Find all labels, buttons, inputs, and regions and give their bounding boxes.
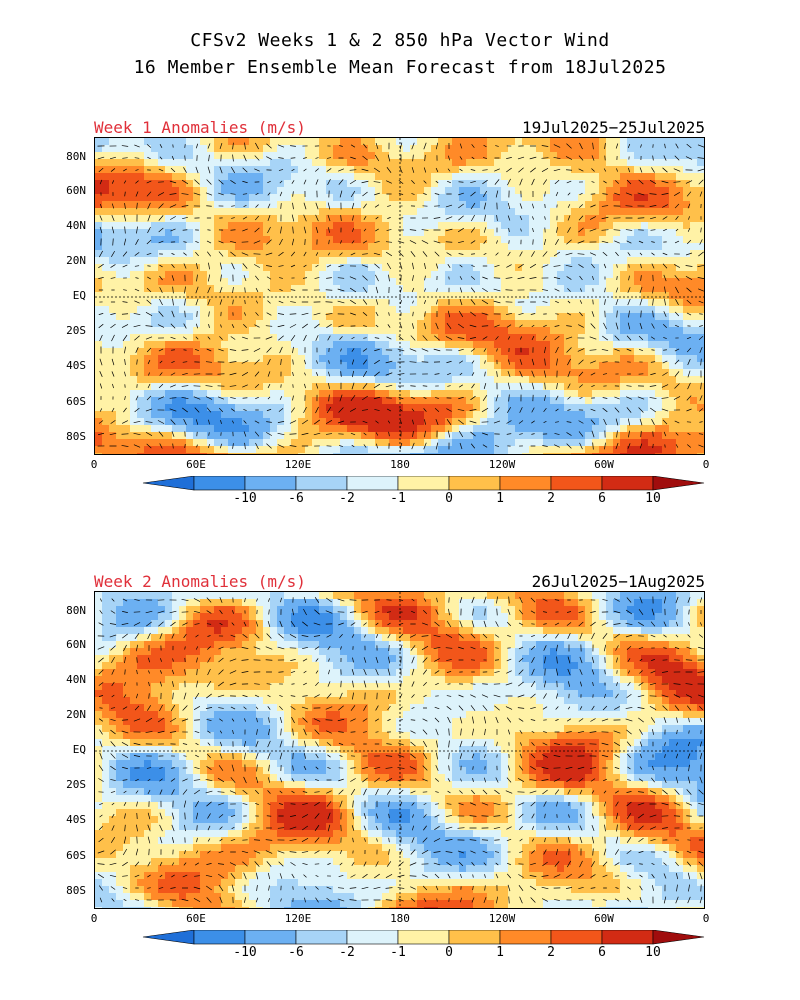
panel2-map — [94, 591, 705, 909]
panel1-colorbar-label: -10 — [233, 491, 257, 506]
panel1-colorbar-label: -2 — [339, 491, 355, 506]
panel1-lat-label: EQ — [72, 289, 86, 302]
panel1-colorbar-bin — [193, 476, 246, 491]
panel1-dates: 19Jul2025−25Jul2025 — [521, 118, 705, 137]
panel1-label: Week 1 Anomalies (m/s) — [94, 118, 306, 137]
panel1-colorbar-left-arrow — [142, 476, 195, 491]
panel1-colorbar-right-arrow — [652, 476, 705, 491]
panel2-colorbar-bin — [499, 930, 552, 945]
panel2-lon-label: 60W — [594, 912, 614, 925]
panel1-colorbar-label: 1 — [496, 491, 504, 506]
panel1-colorbar-bin — [295, 476, 348, 491]
panel1-colorbar — [142, 476, 705, 491]
panel2-lat-label: 80N — [66, 604, 86, 617]
panel2-lon-label: 60E — [186, 912, 206, 925]
panel1-colorbar-bin — [397, 476, 450, 491]
panel2-lat-label: 80S — [66, 884, 86, 897]
panel1-colorbar-label: -6 — [288, 491, 304, 506]
panel1-lat-label: 40N — [66, 219, 86, 232]
panel2-lat-label: 20S — [66, 778, 86, 791]
panel1-lon-label: 0 — [90, 458, 98, 471]
panel2-lat-label: 40N — [66, 673, 86, 686]
panel1-lon-label: 60W — [594, 458, 614, 471]
panel2-lat-label: 40S — [66, 813, 86, 826]
panel1-colorbar-bin — [550, 476, 603, 491]
panel1-anomaly-field — [95, 138, 704, 454]
panel2-colorbar-label: -1 — [390, 945, 406, 960]
panel1-lon-label: 0 — [702, 458, 710, 471]
panel1-lat-label: 80S — [66, 430, 86, 443]
panel2-lon-label: 120W — [488, 912, 516, 925]
panel1-lat-label: 60S — [66, 395, 86, 408]
panel2-lat-label: 20N — [66, 708, 86, 721]
panel2-wind-vectors — [97, 596, 704, 904]
panel2-lon-label: 0 — [702, 912, 710, 925]
panel2-lon-label: 120E — [284, 912, 312, 925]
panel1-wind-vectors — [97, 142, 704, 450]
panel2-lon-label: 180 — [390, 912, 410, 925]
figure-title-line-2: 16 Member Ensemble Mean Forecast from 18… — [133, 57, 667, 78]
panel2-colorbar-label: 0 — [445, 945, 453, 960]
panel2-colorbar-label: 1 — [496, 945, 504, 960]
panel1-lat-label: 80N — [66, 150, 86, 163]
panel2-colorbar-bin — [601, 930, 654, 945]
panel2-colorbar-bin — [397, 930, 450, 945]
panel1-colorbar-label: 10 — [645, 491, 661, 506]
panel2-colorbar-label: 6 — [598, 945, 606, 960]
panel1-colorbar-bin — [346, 476, 399, 491]
panel1-colorbar-bin — [448, 476, 501, 491]
panel1-lat-label: 60N — [66, 184, 86, 197]
panel2-anomaly-field — [95, 592, 704, 908]
panel2-colorbar-bin — [244, 930, 297, 945]
panel1-lon-label: 120W — [488, 458, 516, 471]
panel1-lon-label: 60E — [186, 458, 206, 471]
panel1-lon-label: 120E — [284, 458, 312, 471]
figure-title-line-1: CFSv2 Weeks 1 & 2 850 hPa Vector Wind — [190, 30, 610, 51]
panel1-colorbar-bin — [244, 476, 297, 491]
panel2-lat-label: 60N — [66, 638, 86, 651]
panel2-colorbar-bin — [193, 930, 246, 945]
panel2-colorbar — [142, 930, 705, 945]
panel2-colorbar-right-arrow — [652, 930, 705, 945]
panel1-colorbar-label: -1 — [390, 491, 406, 506]
panel1-lat-label: 40S — [66, 359, 86, 372]
panel1-lat-label: 20N — [66, 254, 86, 267]
panel2-colorbar-left-arrow — [142, 930, 195, 945]
panel1-colorbar-label: 0 — [445, 491, 453, 506]
panel2-lat-label: EQ — [72, 743, 86, 756]
panel1-colorbar-label: 2 — [547, 491, 555, 506]
panel2-colorbar-label: -6 — [288, 945, 304, 960]
panel2-colorbar-label: -10 — [233, 945, 257, 960]
panel2-colorbar-bin — [550, 930, 603, 945]
panel2-lon-label: 0 — [90, 912, 98, 925]
panel2-dates: 26Jul2025−1Aug2025 — [531, 572, 705, 591]
panel1-map — [94, 137, 705, 455]
panel2-colorbar-label: 10 — [645, 945, 661, 960]
panel2-label: Week 2 Anomalies (m/s) — [94, 572, 306, 591]
panel2-colorbar-bin — [346, 930, 399, 945]
panel1-colorbar-bin — [601, 476, 654, 491]
panel1-lon-label: 180 — [390, 458, 410, 471]
panel2-lat-label: 60S — [66, 849, 86, 862]
panel2-colorbar-label: -2 — [339, 945, 355, 960]
panel1-colorbar-bin — [499, 476, 552, 491]
panel2-colorbar-bin — [295, 930, 348, 945]
panel1-lat-label: 20S — [66, 324, 86, 337]
panel1-colorbar-label: 6 — [598, 491, 606, 506]
panel2-colorbar-label: 2 — [547, 945, 555, 960]
panel2-colorbar-bin — [448, 930, 501, 945]
